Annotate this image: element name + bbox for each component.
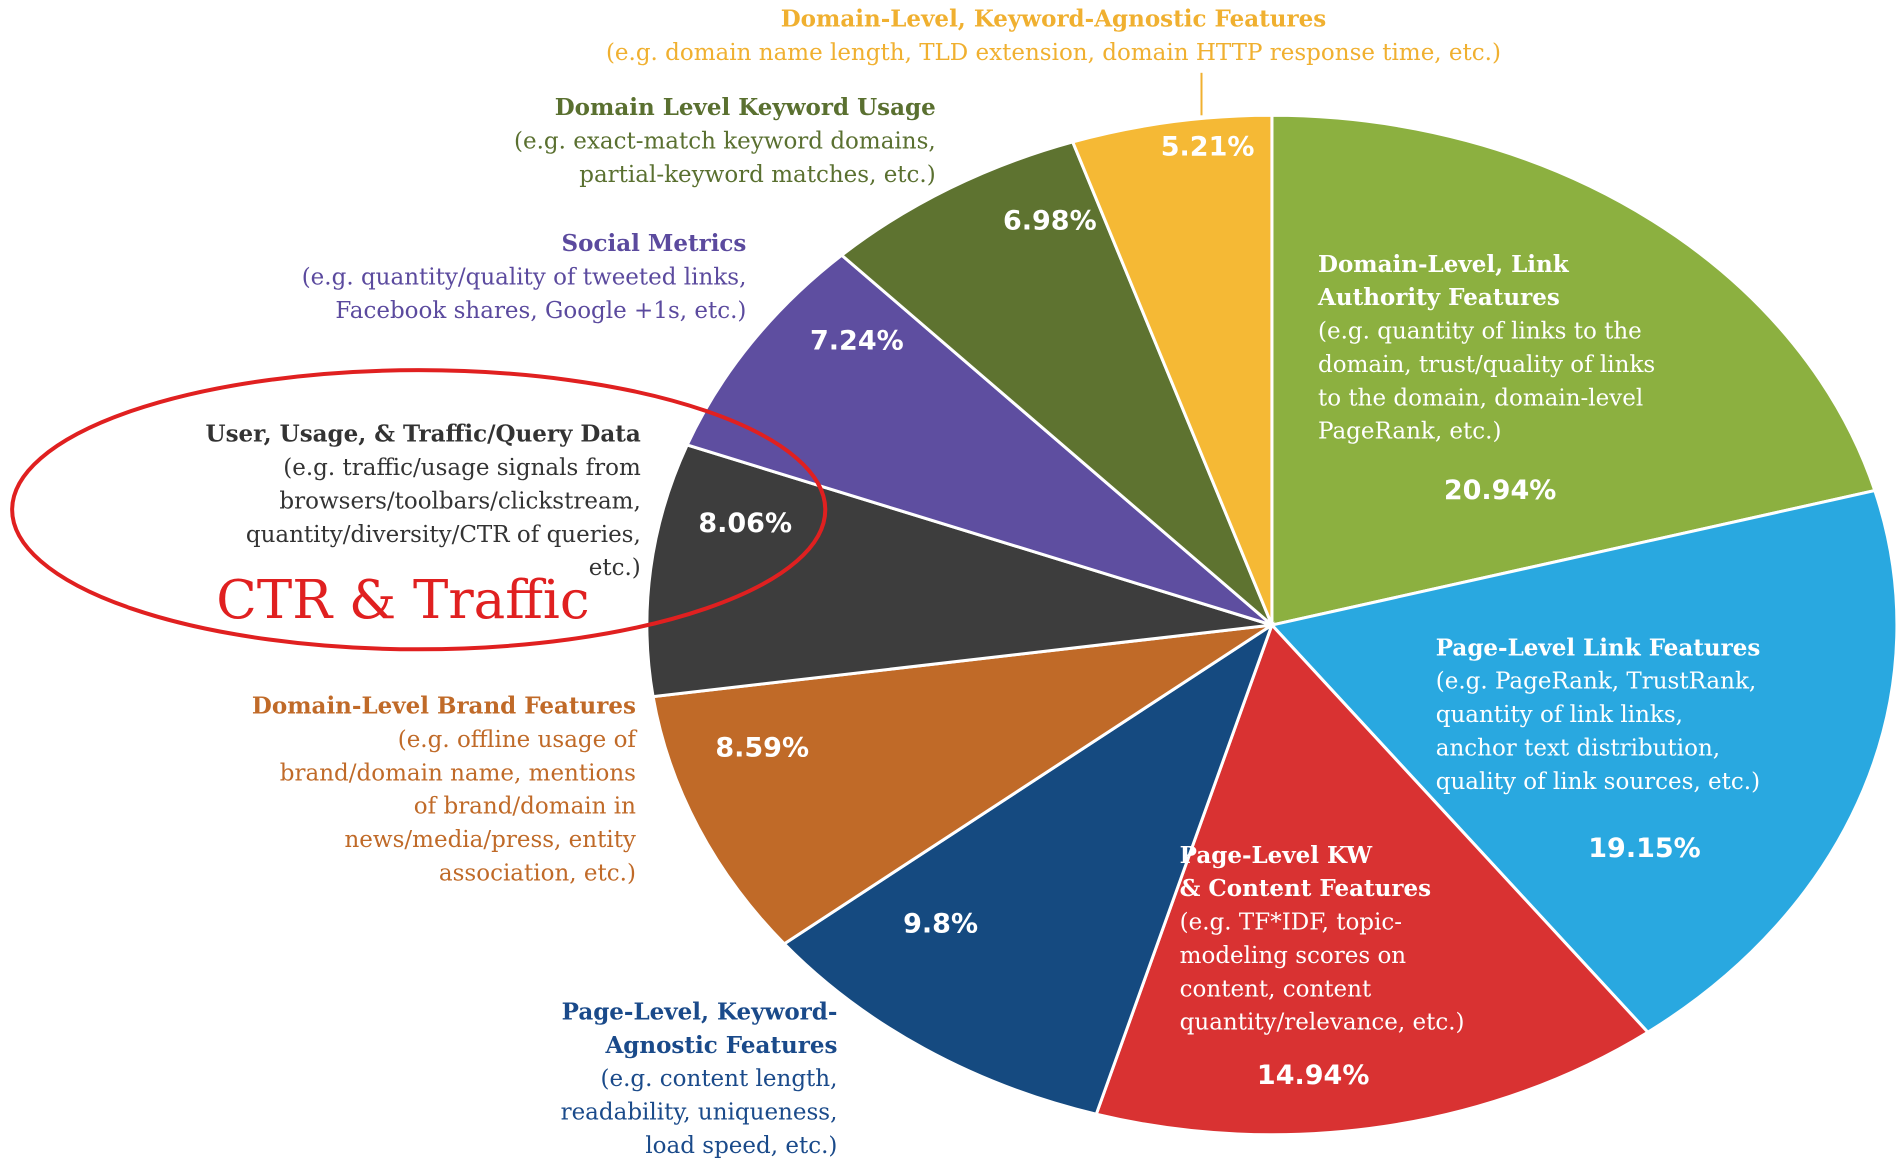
slice-description: content, content: [1180, 976, 1372, 1002]
pie-slice: [781, 621, 1275, 1116]
slice-description: (e.g. domain name length, TLD extension,…: [606, 40, 1501, 66]
slice-description: quantity/relevance, etc.): [1180, 1010, 1465, 1036]
slice-title: Agnostic Features: [604, 1032, 837, 1059]
highlight-ellipse: [10, 368, 828, 652]
pie-slice: [651, 623, 1273, 946]
value-label: 14.94%: [1257, 1060, 1369, 1091]
slice-title: Page-Level, Keyword-: [562, 998, 838, 1025]
slice-title: Social Metrics: [562, 230, 747, 257]
slice-description: news/media/press, entity: [344, 827, 635, 853]
slice-description: (e.g. content length,: [601, 1066, 838, 1092]
annotation: CTR & Traffic: [216, 570, 589, 631]
slice-description: association, etc.): [439, 860, 636, 886]
slice-description: anchor text distribution,: [1436, 735, 1720, 761]
slice-description: quantity/diversity/CTR of queries,: [246, 522, 641, 548]
slice-title: Page-Level Link Features: [1436, 634, 1761, 661]
slice-description: etc.): [589, 555, 641, 581]
slice-description: brand/domain name, mentions: [280, 760, 636, 786]
slice-title: & Content Features: [1180, 875, 1431, 902]
slice-description: quantity of link links,: [1436, 702, 1683, 728]
value-label: 7.24%: [810, 326, 904, 357]
slice-description: modeling scores on: [1180, 943, 1407, 969]
slice-title: Domain-Level, Keyword-Agnostic Features: [781, 6, 1326, 33]
value-label: 8.06%: [698, 508, 792, 539]
slice-title: Domain-Level Brand Features: [252, 693, 636, 720]
slice-description: domain, trust/quality of links: [1318, 352, 1655, 378]
value-label: 8.59%: [715, 732, 809, 763]
value-label: 20.94%: [1444, 475, 1556, 506]
slice-description: PageRank, etc.): [1318, 419, 1501, 445]
slice-description: (e.g. TF*IDF, topic-: [1180, 910, 1402, 936]
slice-description: (e.g. exact-match keyword domains,: [514, 129, 936, 155]
pie-slice: [1269, 488, 1899, 1035]
slice-description: (e.g. quantity/quality of tweeted links,: [302, 265, 747, 291]
slice-description: (e.g. quantity of links to the: [1318, 319, 1642, 345]
pie-slice: [1070, 113, 1274, 626]
slice-description: load speed, etc.): [645, 1133, 837, 1159]
slice-description: Facebook shares, Google +1s, etc.): [335, 298, 746, 324]
value-label: 6.98%: [1003, 206, 1097, 237]
slice-description: (e.g. PageRank, TrustRank,: [1436, 669, 1756, 695]
slice-description: to the domain, domain-level: [1318, 385, 1643, 411]
slice-title: Domain-Level, Link: [1318, 251, 1570, 278]
slice-description: partial-keyword matches, etc.): [579, 162, 936, 188]
pie-slice: [645, 443, 1273, 699]
pie-slice: [685, 253, 1273, 627]
slice-title: Page-Level KW: [1180, 842, 1374, 869]
pie-slice: [839, 140, 1274, 627]
value-label: 9.8%: [903, 908, 978, 939]
slice-title: Domain Level Keyword Usage: [555, 94, 936, 121]
slice-title: Authority Features: [1317, 284, 1560, 311]
pie-slice: [1094, 622, 1651, 1137]
slice-description: readability, uniqueness,: [561, 1100, 838, 1126]
slice-description: quality of link sources, etc.): [1436, 769, 1760, 795]
slice-description: of brand/domain in: [414, 794, 636, 820]
pie-slice: [1270, 113, 1877, 627]
slice-description: (e.g. traffic/usage signals from: [283, 455, 641, 481]
slice-description: (e.g. offline usage of: [398, 727, 638, 753]
slice-title: User, Usage, & Traffic/Query Data: [206, 421, 641, 448]
value-label: 19.15%: [1588, 833, 1700, 864]
value-label: 5.21%: [1161, 132, 1255, 163]
slice-description: browsers/toolbars/clickstream,: [279, 488, 640, 514]
